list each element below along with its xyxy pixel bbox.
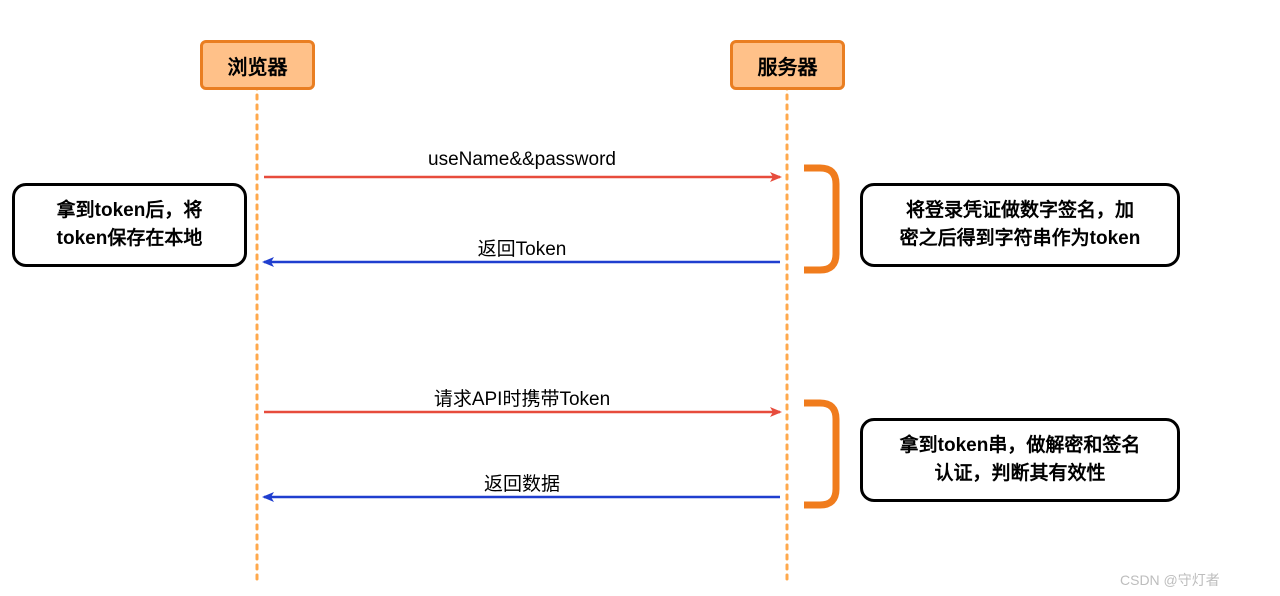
msg-label-2: 返回Token <box>478 234 567 261</box>
note-right-2: 拿到token串，做解密和签名认证，判断其有效性 <box>860 418 1180 502</box>
note-right-2-text: 拿到token串，做解密和签名认证，判断其有效性 <box>900 432 1141 489</box>
actor-server-label: 服务器 <box>758 51 818 80</box>
msg-label-1: useName&&password <box>428 149 616 171</box>
note-right-1: 将登录凭证做数字签名，加密之后得到字符串作为token <box>860 183 1180 267</box>
note-left: 拿到token后，将token保存在本地 <box>12 183 247 267</box>
actor-server: 服务器 <box>730 40 845 90</box>
sequence-diagram-svg <box>0 0 1280 596</box>
msg-label-3: 请求API时携带Token <box>434 384 610 411</box>
note-left-text: 拿到token后，将token保存在本地 <box>57 197 203 254</box>
note-right-1-text: 将登录凭证做数字签名，加密之后得到字符串作为token <box>900 197 1141 254</box>
msg-label-4: 返回数据 <box>484 469 560 496</box>
actor-browser: 浏览器 <box>200 40 315 90</box>
actor-browser-label: 浏览器 <box>228 51 288 80</box>
watermark-text: CSDN @守灯者 <box>1120 570 1220 590</box>
